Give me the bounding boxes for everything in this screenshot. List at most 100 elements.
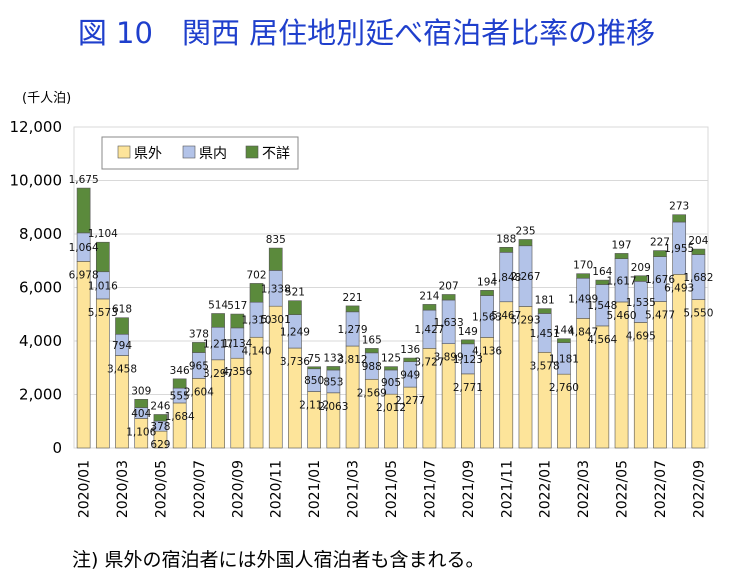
data-label: 555 <box>170 391 190 403</box>
data-label: 3,578 <box>530 360 560 372</box>
data-label: 1,181 <box>549 353 579 365</box>
data-label: 144 <box>554 325 574 337</box>
data-label: 517 <box>227 300 247 312</box>
bar-segment <box>153 414 168 422</box>
bar-segment <box>576 273 590 279</box>
data-label: 521 <box>285 287 305 299</box>
bar-segment <box>211 313 225 328</box>
data-label: 949 <box>400 369 420 381</box>
data-label: 4,140 <box>241 345 271 357</box>
data-label: 188 <box>496 233 516 245</box>
bar-segment <box>95 241 110 273</box>
data-label: 2,760 <box>549 382 579 394</box>
data-label: 5,460 <box>607 310 637 322</box>
data-label: 3,727 <box>414 356 444 368</box>
data-label: 4,564 <box>587 334 617 346</box>
bars <box>76 187 706 449</box>
bar-segment <box>518 239 533 247</box>
footnote: 注) 県外の宿泊者には外国人宿泊者も含まれる。 <box>72 549 485 571</box>
data-label: 170 <box>573 260 593 272</box>
data-label: 125 <box>381 353 401 365</box>
legend-swatch <box>117 145 131 159</box>
data-label: 1,563 <box>472 311 502 323</box>
data-label: 1,675 <box>69 174 99 186</box>
y-tick-label: 8,000 <box>19 225 62 243</box>
data-label: 1,955 <box>664 243 694 255</box>
bar-segment <box>672 274 687 449</box>
bar-segment <box>76 187 91 234</box>
data-label: 514 <box>208 300 228 312</box>
bar-segment <box>192 342 206 353</box>
x-tick-label: 2021/09 <box>461 460 477 518</box>
data-label: 853 <box>323 376 343 388</box>
data-label: 1,104 <box>88 228 118 240</box>
bar-segment <box>672 214 687 223</box>
data-label: 2,267 <box>510 271 540 283</box>
data-label: 1,123 <box>453 354 483 366</box>
x-tick-label: 2020/05 <box>153 460 169 518</box>
legend: 県外 県内 不詳 <box>101 136 299 170</box>
bar-segment <box>595 279 610 285</box>
data-label: 1,451 <box>530 328 560 340</box>
data-label: 5,477 <box>645 309 675 321</box>
data-label: 2,063 <box>318 401 348 413</box>
data-label: 1,249 <box>280 326 310 338</box>
data-label: 4,356 <box>222 366 252 378</box>
data-label: 1,217 <box>203 339 233 351</box>
x-tick-label: 2020/11 <box>269 460 285 518</box>
data-label: 1,535 <box>626 297 656 309</box>
data-label: 2,112 <box>299 400 329 412</box>
bar-segment <box>172 378 187 389</box>
data-label: 165 <box>362 334 382 346</box>
data-label: 2,277 <box>395 395 425 407</box>
y-tick-label: 4,000 <box>19 332 62 350</box>
data-label: 214 <box>419 290 439 302</box>
data-label: 629 <box>150 439 170 451</box>
data-label: 1,499 <box>568 293 598 305</box>
bar-segment <box>614 301 629 449</box>
bar-segment <box>653 250 667 257</box>
y-tick-label: 6,000 <box>19 279 62 297</box>
x-tick-label: 2022/03 <box>576 460 592 518</box>
data-label: 2,569 <box>357 387 387 399</box>
bar-segment <box>499 246 514 253</box>
y-tick-label: 10,000 <box>10 172 63 190</box>
bar-segment <box>422 304 437 311</box>
bar-segment <box>134 399 149 408</box>
bar-segment <box>288 300 302 315</box>
data-label: 1,134 <box>222 338 252 350</box>
data-label: 618 <box>112 304 132 316</box>
bar-segment <box>614 253 629 259</box>
data-label: 4,136 <box>472 345 502 357</box>
data-label: 702 <box>246 269 266 281</box>
data-label: 6,978 <box>69 269 99 281</box>
data-label: 2,604 <box>184 386 214 398</box>
bar-segment <box>653 301 667 449</box>
legend-box <box>101 136 299 170</box>
x-tick-label: 2021/03 <box>346 460 362 518</box>
bar-segment <box>307 366 321 370</box>
data-label: 5,293 <box>510 314 540 326</box>
data-label: 136 <box>400 344 420 356</box>
data-label: 1,682 <box>683 272 713 284</box>
bar-segment <box>691 299 706 449</box>
bar-segment <box>384 366 398 371</box>
x-tick-label: 2021/11 <box>499 460 515 518</box>
bar-segment <box>230 313 245 329</box>
data-label: 1,016 <box>88 280 118 292</box>
bar-segment <box>461 339 475 345</box>
x-tick-label: 2020/03 <box>115 460 131 518</box>
bar-segment <box>537 308 552 314</box>
data-label: 309 <box>131 385 151 397</box>
data-label: 221 <box>343 292 363 304</box>
data-label: 273 <box>669 201 689 213</box>
bar-segment <box>364 348 379 354</box>
x-tick-label: 2022/07 <box>653 460 669 518</box>
data-label: 4,695 <box>626 330 656 342</box>
data-label: 1,279 <box>338 324 368 336</box>
data-label: 132 <box>323 352 343 364</box>
data-label: 207 <box>439 280 459 292</box>
data-label: 1,548 <box>587 300 617 312</box>
data-label: 1,064 <box>69 242 99 254</box>
